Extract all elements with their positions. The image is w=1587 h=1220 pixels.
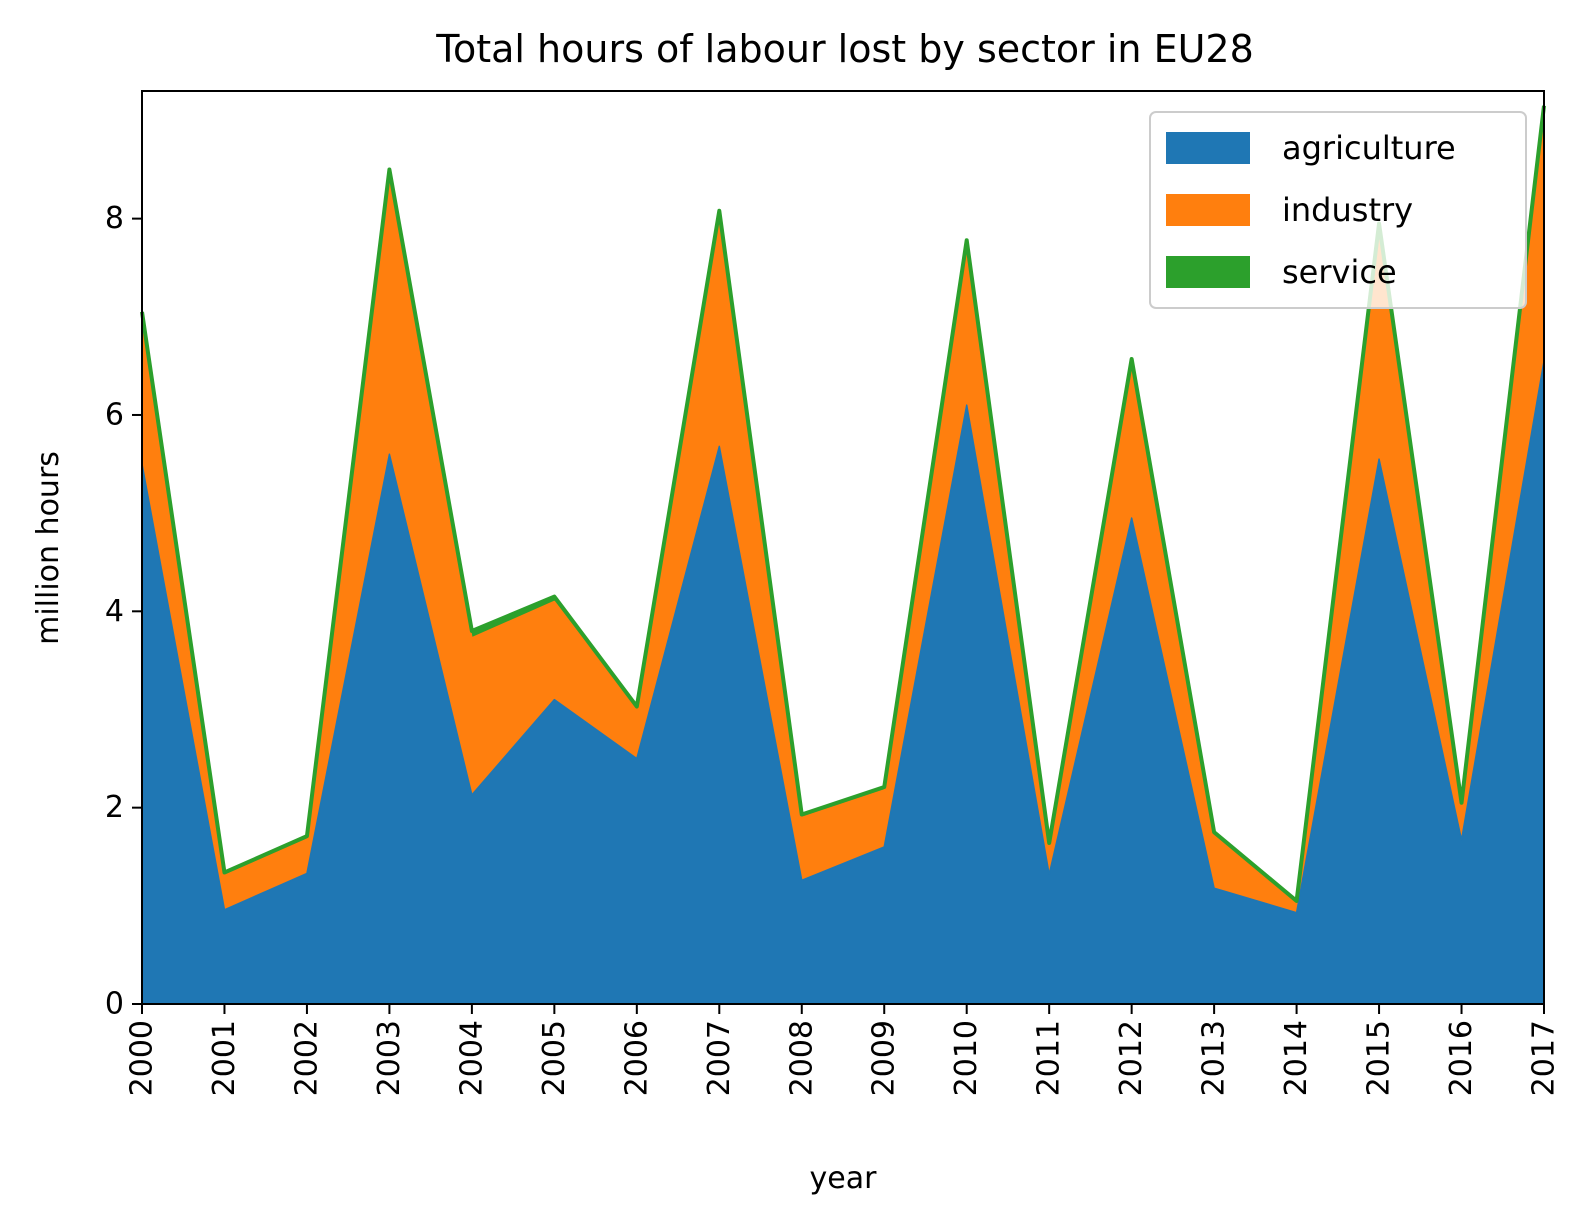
stacked-areas: [140, 105, 1546, 1005]
legend-label-service: service: [1282, 253, 1397, 291]
area-industry: [142, 120, 1544, 913]
legend-label-agriculture: agriculture: [1282, 129, 1456, 167]
legend-label-industry: industry: [1282, 191, 1413, 229]
y-tick-label: 6: [105, 397, 124, 432]
x-tick-label: 2011: [1032, 1020, 1067, 1096]
y-tick-label: 8: [105, 201, 124, 236]
x-tick-label: 2009: [867, 1020, 902, 1096]
x-axis-ticks: 2000 2001 2002 2003 2004 2005 2006 2007 2008 2009…: [125, 1004, 1562, 1096]
x-axis-label: year: [810, 1161, 878, 1196]
legend-swatch-service: [1166, 256, 1250, 288]
x-tick-label: 2004: [454, 1020, 489, 1096]
x-tick-label: 2015: [1362, 1020, 1397, 1096]
x-tick-label: 2002: [289, 1020, 324, 1096]
x-tick-label: 2006: [619, 1020, 654, 1096]
y-axis-label: million hours: [31, 451, 66, 645]
area-agriculture: [142, 360, 1544, 1005]
x-tick-label: 2000: [125, 1020, 160, 1096]
x-tick-label: 2010: [949, 1020, 984, 1096]
x-tick-label: 2005: [537, 1020, 572, 1096]
legend-swatch-agriculture: [1166, 132, 1250, 164]
plot-frame: [141, 90, 1545, 1005]
y-axis-ticks: 0 2 4 6 8: [105, 201, 142, 1022]
x-tick-label: 2003: [372, 1020, 407, 1096]
legend-swatch-industry: [1166, 194, 1250, 226]
y-tick-label: 0: [105, 987, 124, 1022]
y-tick-label: 2: [105, 790, 124, 825]
x-tick-label: 2014: [1279, 1020, 1314, 1096]
line-agriculture: [141, 360, 1545, 914]
x-tick-label: 2008: [784, 1020, 819, 1096]
x-tick-label: 2016: [1444, 1020, 1479, 1096]
line-service: [140, 105, 1546, 903]
chart-title: Total hours of labour lost by sector in …: [435, 27, 1254, 71]
y-tick-label: 4: [105, 594, 124, 629]
x-tick-label: 2013: [1197, 1020, 1232, 1096]
x-tick-label: 2017: [1527, 1020, 1562, 1096]
legend: agriculture industry service: [1149, 111, 1527, 309]
x-tick-label: 2012: [1114, 1020, 1149, 1096]
x-tick-label: 2001: [207, 1020, 242, 1096]
x-tick-label: 2007: [702, 1020, 737, 1096]
